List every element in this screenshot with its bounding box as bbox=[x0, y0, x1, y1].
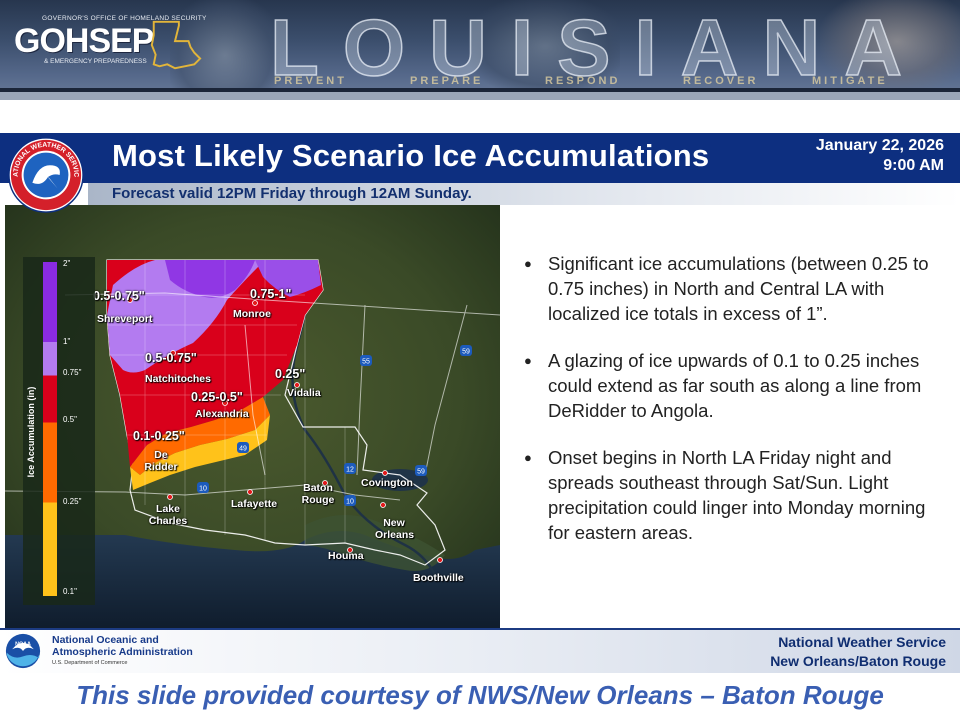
bullet-timing: Onset begins in North LA Friday night an… bbox=[520, 445, 940, 545]
city-vidalia: Vidalia bbox=[287, 387, 321, 399]
shield-label: 12 bbox=[346, 467, 354, 474]
banner-photo-face bbox=[820, 0, 960, 92]
shield-i55: 55 bbox=[360, 355, 372, 366]
shield-i12: 12 bbox=[344, 463, 356, 474]
delta-marsh bbox=[305, 515, 445, 571]
mission-respond: RESPOND bbox=[545, 75, 621, 87]
nws-logo-icon: NATIONAL WEATHER SERVICE bbox=[7, 136, 84, 213]
banner-divider bbox=[0, 88, 960, 92]
briefing-slide: Most Likely Scenario Ice Accumulations J… bbox=[0, 133, 960, 673]
ice-zone-over-1 bbox=[165, 260, 255, 298]
city-deridder: De Ridder bbox=[144, 449, 178, 473]
highway-shields: 49 10 12 10 55 59 59 bbox=[197, 345, 472, 506]
ice-legend: 2" 1" 0.75" 0.5" 0.25" 0.1" Ice Accumula… bbox=[23, 257, 95, 605]
legend-tick-01: 0.1" bbox=[63, 587, 77, 596]
ice-label-natchitoches: 0.5-0.75" bbox=[145, 351, 197, 365]
city-natchitoches: Natchitoches bbox=[145, 373, 211, 385]
legend-tick-1: 1" bbox=[63, 337, 71, 346]
ice-label-deridder: 0.1-0.25" bbox=[133, 429, 185, 443]
city-lafayette: Lafayette bbox=[231, 498, 278, 510]
legend-color-bar bbox=[43, 262, 57, 596]
shield-label: 49 bbox=[239, 446, 247, 453]
ice-label-monroe: 0.75-1" bbox=[250, 287, 292, 301]
footer-divider bbox=[0, 628, 960, 630]
legend-tick-075: 0.75" bbox=[63, 368, 82, 377]
noaa-logo-icon: NOAA bbox=[5, 633, 41, 669]
ice-accumulation-map: 49 10 12 10 55 59 59 0.5-0.75" 0.75-1" 0… bbox=[5, 205, 500, 630]
city-baton-rouge: Baton Rouge bbox=[301, 482, 335, 506]
courtesy-caption: This slide provided courtesy of NWS/New … bbox=[76, 680, 884, 710]
interstates bbox=[5, 292, 500, 501]
key-messages: Significant ice accumulations (between 0… bbox=[520, 251, 940, 567]
parish-lines bbox=[107, 260, 346, 545]
slide-footer: NOAA National Oceanic and Atmospheric Ad… bbox=[0, 630, 960, 673]
city-houma: Houma bbox=[328, 550, 364, 562]
nws-office: National Weather Service New Orleans/Bat… bbox=[770, 633, 946, 671]
gohsep-logo-text: GOHSEP bbox=[14, 22, 154, 60]
ice-label-vidalia: 0.25" bbox=[275, 367, 306, 381]
ice-label-shreveport: 0.5-0.75" bbox=[93, 289, 145, 303]
legend-title: Ice Accumulation (in) bbox=[26, 386, 36, 478]
bullet-ice-amounts: Significant ice accumulations (between 0… bbox=[520, 251, 940, 326]
louisiana-wordmark: LOUISIANA bbox=[269, 2, 926, 93]
forecast-valid-text: Forecast valid 12PM Friday through 12AM … bbox=[112, 185, 472, 202]
slide-title: Most Likely Scenario Ice Accumulations bbox=[112, 138, 710, 173]
ice-zone-over-1-east bbox=[255, 260, 321, 297]
banner-bottom-bar bbox=[0, 92, 960, 100]
issue-date: January 22, 2026 bbox=[815, 137, 944, 154]
city-monroe: Monroe bbox=[233, 308, 271, 320]
louisiana-outline-icon bbox=[150, 20, 202, 70]
noaa-logo-text: NOAA bbox=[15, 642, 31, 648]
shield-i59-south: 59 bbox=[415, 465, 427, 476]
shield-i10-east: 10 bbox=[344, 495, 356, 506]
shield-label: 59 bbox=[417, 469, 425, 476]
nws-office-line-1: National Weather Service bbox=[778, 634, 946, 650]
city-shreveport: Shreveport bbox=[97, 313, 153, 325]
ice-label-alexandria: 0.25-0.5" bbox=[191, 390, 243, 404]
subtitle-bar: Forecast valid 12PM Friday through 12AM … bbox=[88, 183, 960, 205]
city-alexandria: Alexandria bbox=[195, 408, 249, 420]
shield-label: 55 bbox=[362, 359, 370, 366]
mission-mitigate: MITIGATE bbox=[812, 75, 888, 87]
legend-tick-05: 0.5" bbox=[63, 415, 77, 424]
noaa-line-1: National Oceanic and bbox=[52, 634, 159, 646]
shield-i49: 49 bbox=[237, 442, 249, 453]
issue-datetime: January 22, 2026 9:00 AM bbox=[816, 136, 944, 176]
shield-label: 10 bbox=[199, 486, 207, 493]
city-covington: Covington bbox=[361, 477, 413, 489]
shield-label: 10 bbox=[346, 499, 354, 506]
mission-recover: RECOVER bbox=[683, 75, 759, 87]
city-boothville: Boothville bbox=[413, 572, 464, 584]
mission-prepare: PREPARE bbox=[410, 75, 484, 87]
shield-i59-north: 59 bbox=[460, 345, 472, 356]
shield-label: 59 bbox=[462, 349, 470, 356]
noaa-department: U.S. Department of Commerce bbox=[52, 660, 128, 666]
city-markers bbox=[127, 297, 443, 563]
noaa-line-2: Atmospheric Administration bbox=[52, 646, 193, 658]
shield-i10-west: 10 bbox=[197, 482, 209, 493]
title-bar: Most Likely Scenario Ice Accumulations J… bbox=[0, 133, 960, 183]
issue-time: 9:00 AM bbox=[883, 157, 944, 174]
ep-line: & EMERGENCY PREPAREDNESS bbox=[44, 58, 147, 65]
ice-zone-010-025 bbox=[130, 415, 270, 490]
banner-photo-responders bbox=[170, 0, 280, 92]
city-lake-charles: Lake Charles bbox=[148, 503, 188, 527]
gohsep-banner: GOVERNOR'S OFFICE OF HOMELAND SECURITY G… bbox=[0, 0, 960, 100]
legend-tick-025: 0.25" bbox=[63, 497, 82, 506]
legend-tick-2: 2" bbox=[63, 259, 71, 268]
bullet-glazing-extent: A glazing of ice upwards of 0.1 to 0.25 … bbox=[520, 348, 940, 423]
banner-photo-worker bbox=[470, 0, 620, 92]
nws-office-line-2: New Orleans/Baton Rouge bbox=[770, 653, 946, 669]
mission-prevent: PREVENT bbox=[274, 75, 347, 87]
agency-line: GOVERNOR'S OFFICE OF HOMELAND SECURITY bbox=[42, 15, 207, 22]
city-new-orleans: New Orleans bbox=[375, 517, 415, 541]
noaa-name: National Oceanic and Atmospheric Adminis… bbox=[52, 634, 193, 658]
